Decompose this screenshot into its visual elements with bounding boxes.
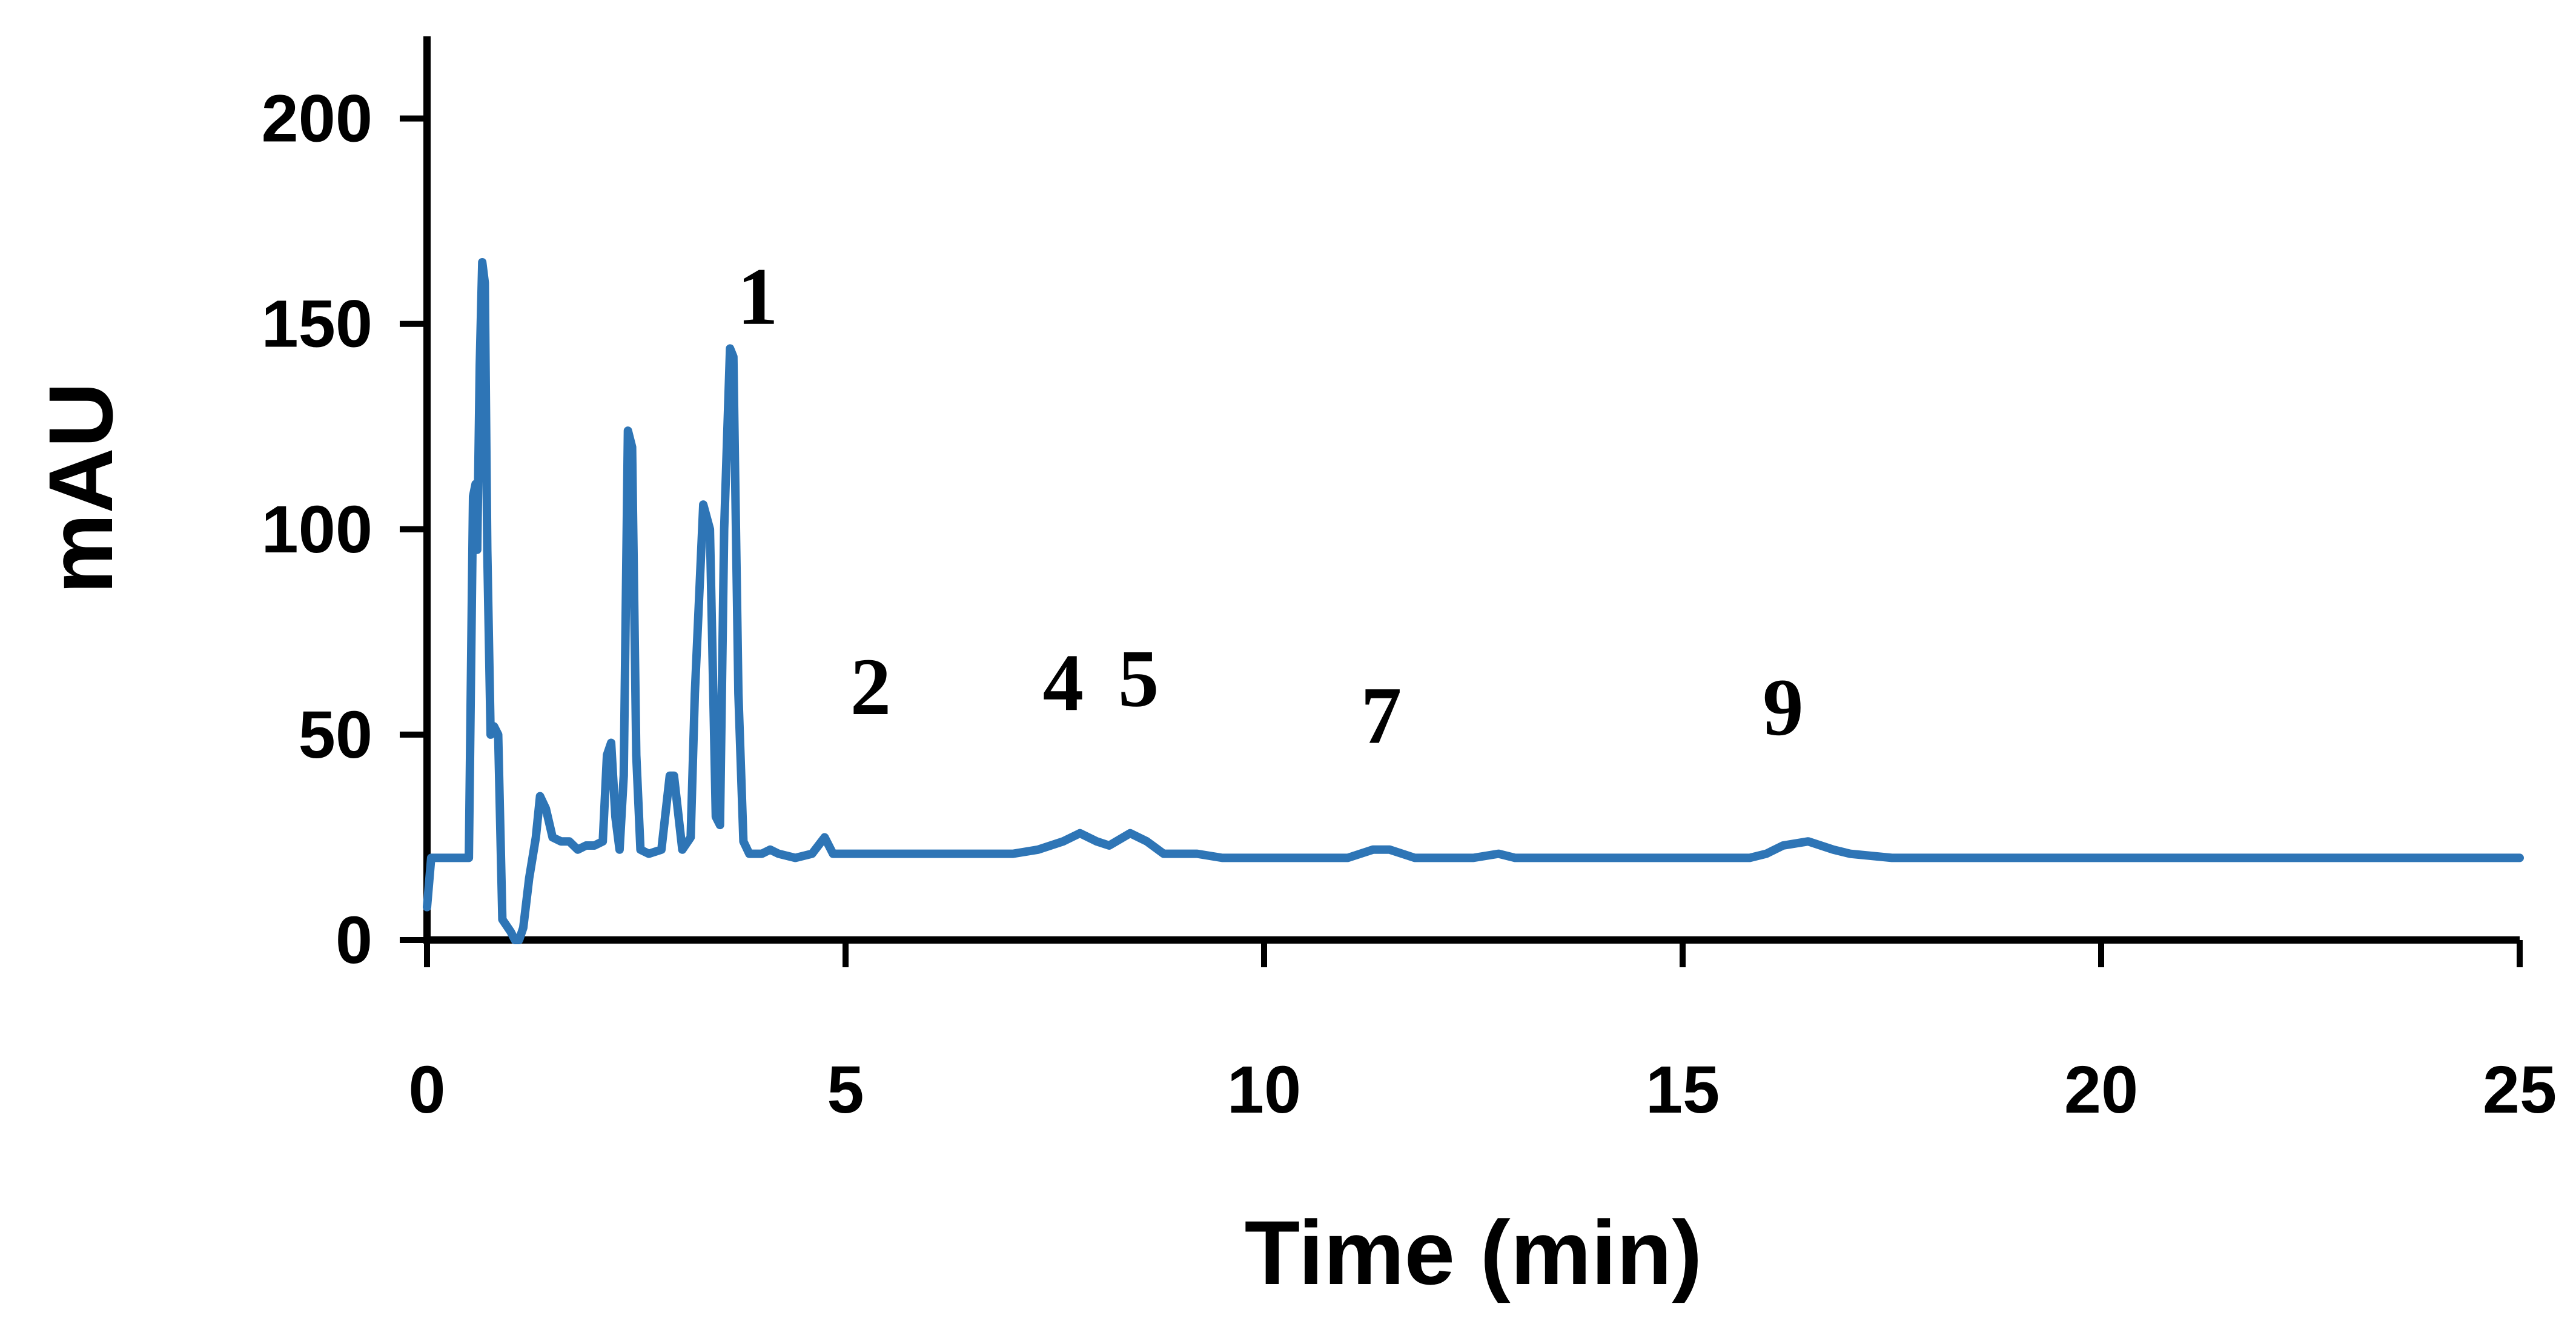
x-tick-label: 5: [827, 1053, 864, 1127]
peak-label: 1: [737, 252, 778, 342]
peak-label: 7: [1361, 670, 1402, 761]
y-tick-label: 100: [261, 492, 372, 567]
x-tick-label: 25: [2483, 1053, 2557, 1127]
axes: [423, 36, 2520, 944]
peak-annotations: 1 2 4 5 7 9: [737, 252, 1803, 761]
x-tick-label: 15: [1646, 1053, 1720, 1127]
x-axis-title: Time (min): [1245, 1202, 1703, 1303]
y-tick-label: 0: [336, 903, 372, 978]
x-ticks: 0 5 10 15 20 25: [408, 940, 2557, 1127]
y-tick-label: 200: [261, 82, 372, 156]
peak-label: 4: [1043, 638, 1084, 728]
x-tick-label: 10: [1227, 1053, 1301, 1127]
peak-label: 2: [850, 642, 892, 732]
chromatogram-trace: [423, 258, 2524, 944]
y-axis-title: mAU: [30, 382, 131, 594]
series-group: [423, 258, 2524, 944]
peak-label: 9: [1763, 663, 1804, 753]
x-tick-label: 20: [2064, 1053, 2138, 1127]
y-ticks: 0 50 100 150 200: [261, 82, 427, 978]
y-tick-label: 150: [261, 287, 372, 362]
x-tick-label: 0: [408, 1053, 445, 1127]
y-tick-label: 50: [299, 698, 372, 772]
peak-label: 5: [1118, 634, 1159, 724]
